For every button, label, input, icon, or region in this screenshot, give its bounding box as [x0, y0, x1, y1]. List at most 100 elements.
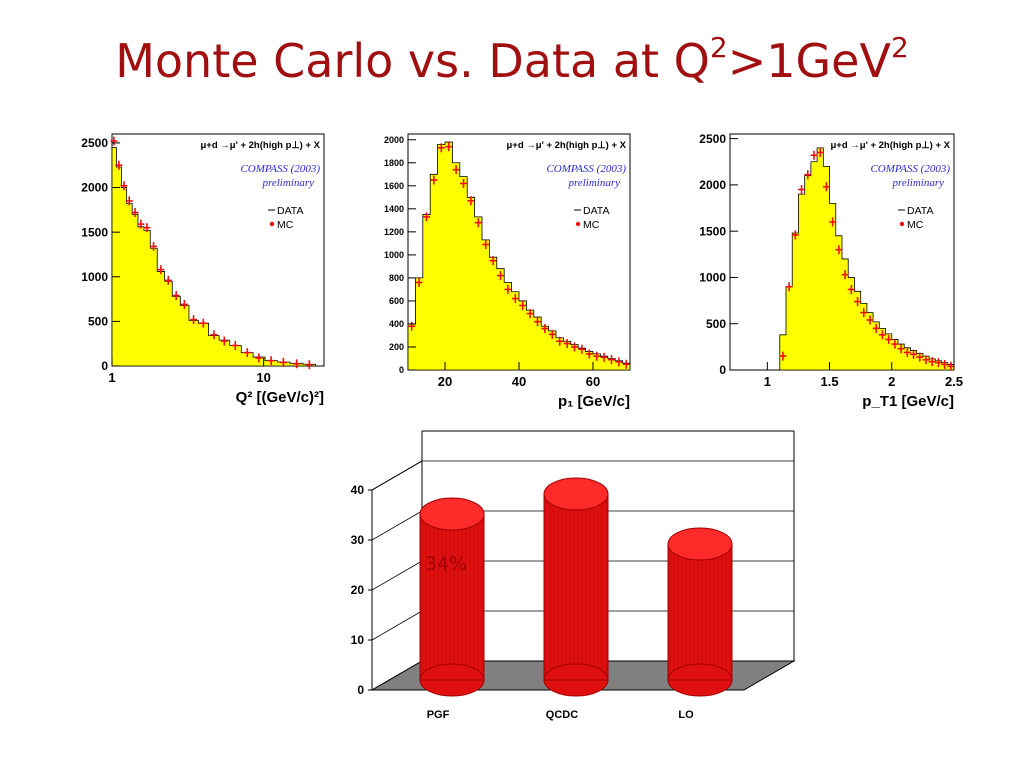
y-tick-label: 600 [389, 296, 404, 306]
mc-point [563, 339, 571, 349]
slide-title: Monte Carlo vs. Data at Q2>1GeV2 [0, 26, 1024, 96]
mc-point [897, 344, 905, 354]
legend-mc-marker [575, 221, 581, 227]
mc-point [180, 299, 188, 309]
x-tick-label: 40 [512, 374, 526, 389]
mc-point [891, 339, 899, 349]
mc-point [172, 291, 180, 301]
mc-point [615, 357, 623, 367]
y-tick-label: 2500 [699, 132, 726, 146]
mc-point [841, 270, 849, 280]
mc-point [585, 349, 593, 359]
bar-top [667, 527, 733, 561]
y-tick-label: 2000 [699, 178, 726, 192]
y-tick-label: 1800 [384, 158, 404, 168]
legend-mc-marker [269, 221, 275, 227]
x-axis-label: Q² [(GeV/c)²] [236, 389, 324, 406]
data-histogram [407, 141, 631, 371]
reaction-label: μ+d →μ' + 2h(high p⊥) + X [200, 140, 320, 151]
mc-point [934, 358, 942, 368]
mc-point [279, 357, 287, 367]
mc-point [916, 352, 924, 362]
mc-point [120, 181, 128, 191]
mc-point [622, 359, 630, 369]
y-tick-label: 400 [389, 319, 404, 329]
experiment-label: COMPASS (2003) [870, 163, 950, 175]
mc-point [791, 230, 799, 240]
bar-body [668, 544, 732, 680]
mc-point [928, 357, 936, 367]
mc-point [293, 359, 301, 369]
mc-point [548, 329, 556, 339]
mc-point [131, 208, 139, 218]
mc-point [922, 355, 930, 365]
x-tick-label: 60 [586, 374, 600, 389]
x-tick-label: 1 [764, 374, 771, 389]
mc-point [110, 136, 118, 146]
pt1-histogram: 0 500 1000 1500 2000 2500 1 1.5 2 2.5 p_T1 [GeV/c]… [699, 132, 963, 410]
mc-point [150, 241, 158, 251]
mc-point [199, 318, 207, 328]
mc-point [482, 240, 490, 250]
mc-point [854, 297, 862, 307]
mc-point [164, 275, 172, 285]
legend-mc-marker [899, 221, 905, 227]
status-label: preliminary [567, 177, 620, 189]
y-tick-label: 10 [351, 633, 365, 647]
y-tick-label: 2500 [81, 136, 108, 150]
bar-lo [667, 527, 733, 697]
mc-point [423, 212, 430, 222]
p1-histogram: 0 200 400 600 800 1000 1200 1400 1600 1800 2000 20 4… [384, 133, 631, 410]
category-label: PGF [427, 709, 450, 721]
y-tick-label: 1200 [384, 227, 404, 237]
mc-point [467, 196, 475, 206]
mc-point [243, 348, 251, 358]
mc-point [430, 175, 438, 185]
mc-point [608, 355, 615, 365]
y-tick-label: 40 [351, 483, 365, 497]
y-tick-label: 500 [88, 315, 108, 329]
mc-point [847, 284, 855, 294]
mc-point [860, 308, 868, 318]
y-tick-label: 0 [357, 683, 364, 697]
y-tick-label: 0 [101, 359, 108, 373]
title-mid: >1GeV [727, 34, 891, 88]
mc-point [816, 148, 824, 158]
title-sup-1: 2 [709, 31, 728, 64]
mc-point [810, 150, 818, 160]
category-label: QCDC [546, 709, 578, 721]
y-tick-label: 800 [389, 273, 404, 283]
x-axis-label: p_T1 [GeV/c] [862, 393, 954, 410]
category-label: LO [678, 709, 694, 721]
legend-data-label: DATA [583, 205, 609, 217]
mc-point [593, 351, 601, 361]
x-tick-label: 2 [888, 374, 895, 389]
mc-point [115, 160, 123, 170]
mc-point [878, 330, 886, 340]
mc-point [885, 334, 893, 344]
experiment-label: COMPASS (2003) [240, 163, 320, 175]
mc-point [600, 352, 608, 362]
mc-point [866, 315, 874, 325]
y-tick-label: 1600 [384, 181, 404, 191]
status-label: preliminary [261, 177, 314, 189]
gridline-side [371, 460, 423, 491]
y-tick-label: 0 [719, 363, 726, 377]
mc-point [489, 256, 497, 266]
legend-mc-label: MC [277, 219, 294, 231]
x-tick-label: 20 [438, 374, 452, 389]
mc-point [941, 359, 949, 369]
x-tick-label: 1.5 [821, 374, 839, 389]
mc-point [437, 143, 445, 153]
x-tick-label: 1 [108, 370, 115, 385]
legend-data-label: DATA [907, 205, 933, 217]
x-tick-label: 2.5 [945, 374, 963, 389]
mc-point [798, 185, 806, 195]
bar-qcdc [543, 477, 609, 697]
mc-point [578, 344, 586, 354]
mc-point [556, 336, 564, 346]
mc-point [519, 301, 527, 311]
y-tick-label: 1400 [384, 204, 404, 214]
gridline-side [371, 560, 423, 591]
reaction-label: μ+d →μ' + 2h(high p⊥) + X [830, 140, 950, 151]
